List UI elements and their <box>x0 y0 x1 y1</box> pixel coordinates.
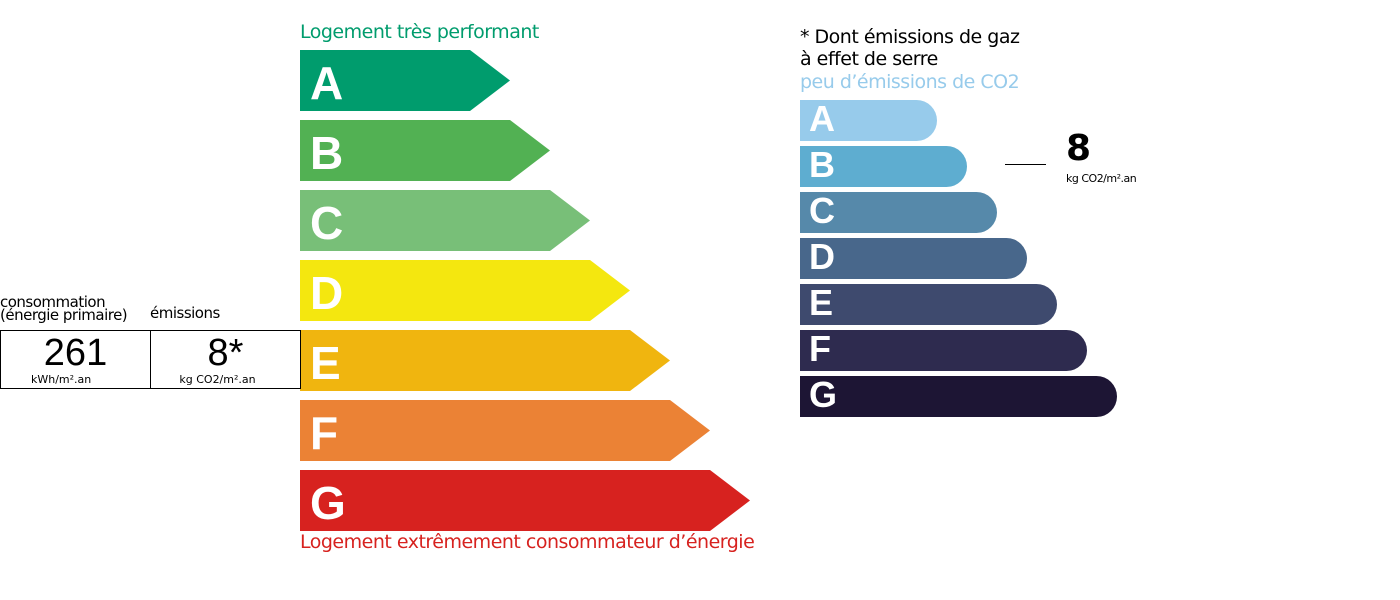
ghg-class-f: F <box>800 328 1087 371</box>
ghg-class-letter: F <box>809 328 831 369</box>
energy-class-letter: A <box>310 57 344 109</box>
energy-class-e: E <box>300 330 670 391</box>
consumption-box: 261 kWh/m².an <box>0 330 151 389</box>
energy-class-a: A <box>300 50 510 111</box>
energy-class-c: C <box>300 190 590 251</box>
ghg-class-b: B <box>800 144 967 187</box>
energy-class-letter: B <box>310 127 344 179</box>
energy-class-g: G <box>300 470 750 531</box>
emissions-box: 8* kg CO2/m².an <box>150 330 301 389</box>
ghg-note-line2: à effet de serre <box>800 48 938 70</box>
consumption-value: 261 <box>43 332 108 374</box>
ghg-class-letter: G <box>809 374 838 415</box>
energy-class-letter: F <box>310 407 339 459</box>
emissions-value: 8* <box>207 332 244 374</box>
consumption-unit: kWh/m².an <box>31 373 92 386</box>
ghg-top-label: peu d’émissions de CO2 <box>800 71 1020 93</box>
ghg-class-e: E <box>800 282 1057 325</box>
consumption-label-line2: (énergie primaire) <box>0 306 128 324</box>
ghg-note-line1: * Dont émissions de gaz <box>800 26 1020 48</box>
consumption-label: consommation (énergie primaire) <box>0 293 128 324</box>
energy-class-letter: D <box>310 267 344 319</box>
ghg-indicator-unit: kg CO2/m².an <box>1066 172 1137 185</box>
energy-bottom-label: Logement extrêmement consommateur d’éner… <box>300 531 755 553</box>
ghg-class-letter: B <box>809 144 835 185</box>
energy-class-b: B <box>300 120 550 181</box>
ghg-indicator-value: 8 <box>1066 128 1092 169</box>
ghg-class-c: C <box>800 190 997 233</box>
energy-class-letter: C <box>310 197 344 249</box>
ghg-class-letter: C <box>809 190 835 231</box>
energy-class-letter: G <box>310 477 346 529</box>
energy-class-letter: E <box>310 337 341 389</box>
energy-class-f: F <box>300 400 710 461</box>
ghg-note: * Dont émissions de gaz à effet de serre <box>800 26 1020 70</box>
ghg-class-letter: D <box>809 236 835 277</box>
emissions-label: émissions <box>150 304 220 322</box>
emissions-unit: kg CO2/m².an <box>179 373 256 386</box>
ghg-class-g: G <box>800 374 1117 417</box>
consumption-label-line1: consommation <box>0 293 106 311</box>
ghg-class-letter: E <box>809 282 834 323</box>
energy-class-d: D <box>300 260 630 321</box>
energy-top-label: Logement très performant <box>300 21 539 43</box>
ghg-class-a: A <box>800 98 937 141</box>
ghg-class-letter: A <box>809 98 835 139</box>
ghg-indicator-line <box>1005 164 1046 165</box>
ghg-class-d: D <box>800 236 1027 279</box>
